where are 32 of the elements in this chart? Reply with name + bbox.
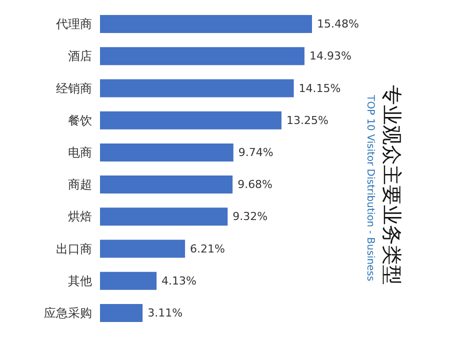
data-label: 3.11% bbox=[148, 306, 183, 320]
bar bbox=[100, 176, 233, 194]
data-label: 14.15% bbox=[298, 82, 341, 95]
data-label: 9.32% bbox=[232, 210, 268, 224]
y-tick-label: 应急采购 bbox=[44, 306, 92, 320]
bar bbox=[100, 143, 234, 162]
bar bbox=[100, 47, 304, 66]
data-label: 13.25% bbox=[286, 114, 328, 127]
bar bbox=[100, 208, 228, 226]
data-label: 14.93% bbox=[309, 50, 352, 63]
text: TOP 10 Visitor Distribution - Business bbox=[364, 94, 376, 282]
bar bbox=[100, 272, 157, 290]
y-tick-label: 代理商 bbox=[55, 17, 92, 32]
y-tick-label: 其他 bbox=[68, 274, 92, 288]
bar bbox=[100, 111, 282, 130]
data-label: 4.13% bbox=[162, 274, 197, 288]
data-label: 6.21% bbox=[190, 242, 225, 256]
bar bbox=[100, 240, 186, 258]
y-tick-label: 烘焙 bbox=[68, 210, 92, 224]
y-tick-label: 电商 bbox=[68, 145, 92, 160]
bar bbox=[100, 304, 143, 322]
bar bbox=[100, 79, 294, 98]
data-label: 9.74% bbox=[238, 146, 274, 159]
y-tick-label: 经销商 bbox=[56, 81, 92, 96]
y-tick-label: 商超 bbox=[68, 178, 92, 192]
y-tick-label: 餐饮 bbox=[68, 113, 92, 128]
y-tick-label: 酒店 bbox=[68, 49, 92, 64]
text: 专业观众主要业务类型 bbox=[380, 85, 404, 285]
y-tick-label: 出口商 bbox=[56, 242, 92, 256]
data-label: 15.48% bbox=[317, 18, 359, 31]
data-label: 9.68% bbox=[238, 178, 273, 192]
bar bbox=[100, 15, 312, 34]
